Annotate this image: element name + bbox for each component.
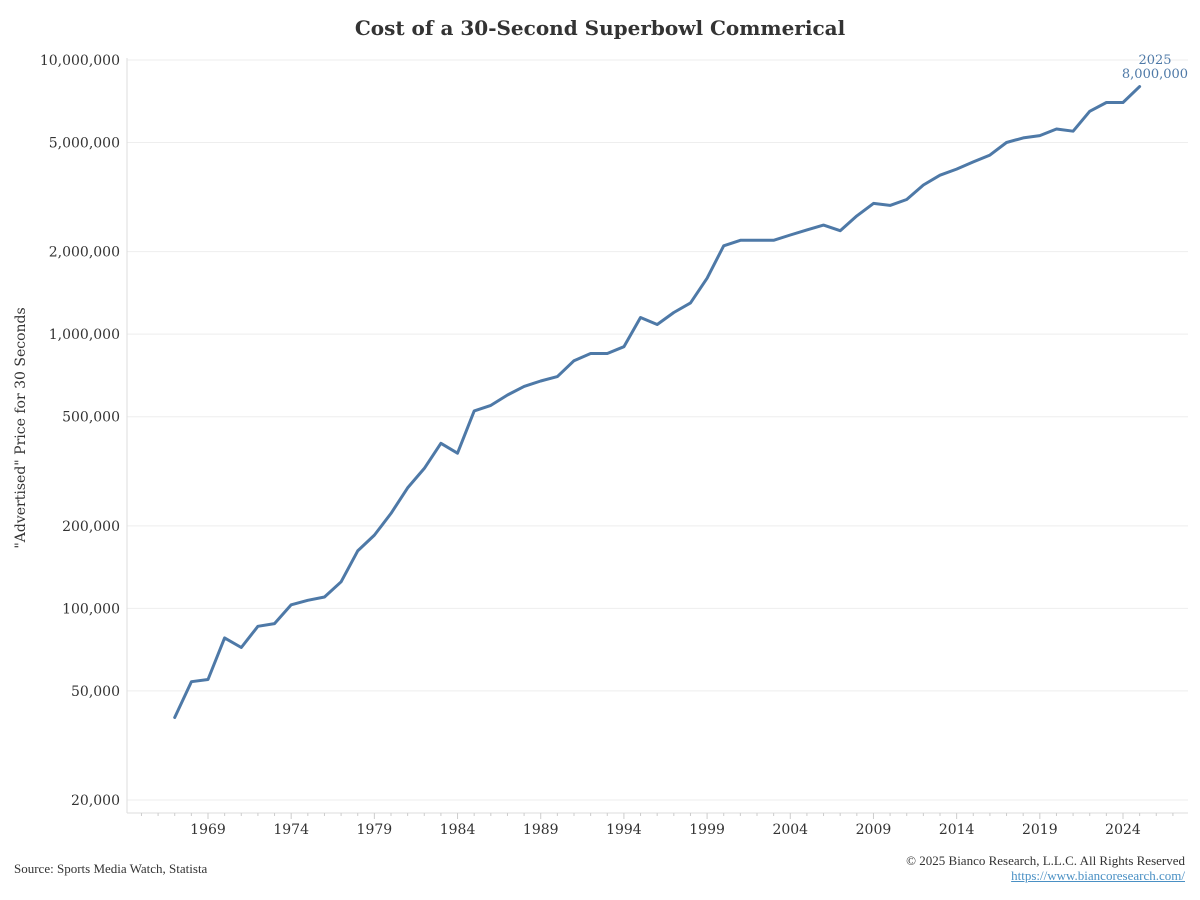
y-tick-label: 10,000,000 xyxy=(40,53,120,69)
x-tick-label: 1984 xyxy=(440,822,476,838)
x-tick-label: 1969 xyxy=(190,822,226,838)
y-tick-label: 500,000 xyxy=(62,410,120,426)
y-tick-label: 20,000 xyxy=(71,793,120,809)
x-tick-label: 2009 xyxy=(856,822,892,838)
x-tick-label: 1999 xyxy=(689,822,725,838)
x-tick-label: 1979 xyxy=(357,822,393,838)
x-tick-label: 1994 xyxy=(606,822,642,838)
y-tick-label: 50,000 xyxy=(71,684,120,700)
source-note: Source: Sports Media Watch, Statista xyxy=(14,861,208,876)
y-tick-label: 200,000 xyxy=(62,519,120,535)
series-line xyxy=(173,85,1142,719)
website-link[interactable]: https://www.biancoresearch.com/ xyxy=(1011,868,1185,883)
y-tick-label: 1,000,000 xyxy=(49,327,120,343)
copyright-block: © 2025 Bianco Research, L.L.C. All Right… xyxy=(906,853,1185,883)
x-tick-label: 2004 xyxy=(772,822,808,838)
y-axis-label: "Advertised" Price for 30 Seconds xyxy=(13,307,29,548)
x-tick-label: 2014 xyxy=(939,822,975,838)
grid-layer xyxy=(127,59,1188,801)
chart-title: Cost of a 30-Second Superbowl Commerical xyxy=(354,16,846,40)
y-tick-label: 5,000,000 xyxy=(49,136,120,152)
x-tick-label: 1974 xyxy=(273,822,309,838)
annotation-value: 8,000,000 xyxy=(1122,67,1188,82)
y-tick-label: 2,000,000 xyxy=(49,245,120,261)
axis-layer: 20,000 50,000 100,000 200,000 500,000 1,000,0… xyxy=(40,53,1188,838)
x-tick-label: 2019 xyxy=(1022,822,1058,838)
copyright-text: © 2025 Bianco Research, L.L.C. All Right… xyxy=(906,853,1185,868)
series-layer xyxy=(173,85,1142,719)
y-tick-label: 100,000 xyxy=(62,601,120,617)
x-tick-label: 1989 xyxy=(523,822,559,838)
annotation-year: 2025 xyxy=(1138,53,1171,68)
x-tick-label: 2024 xyxy=(1105,822,1141,838)
